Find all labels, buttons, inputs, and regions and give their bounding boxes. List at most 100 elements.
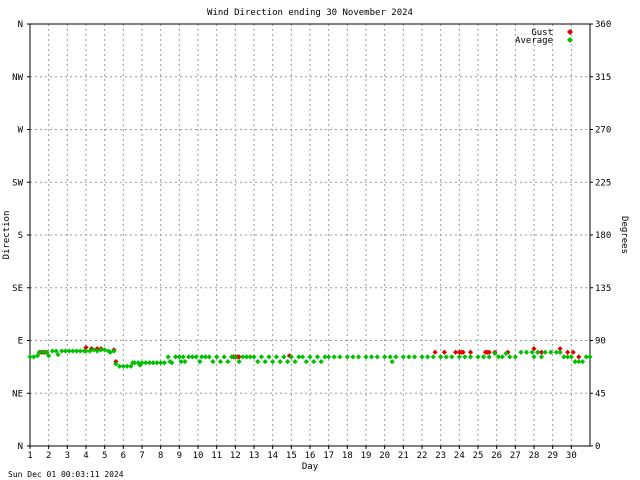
data-point-average xyxy=(59,348,65,354)
x-tick-label: 5 xyxy=(102,451,107,461)
y-left-tick-label: S xyxy=(18,231,23,241)
data-point-average xyxy=(350,354,356,360)
x-tick-label: 28 xyxy=(529,451,540,461)
data-point-average xyxy=(579,359,586,365)
data-point-average xyxy=(111,348,117,354)
data-point-average xyxy=(262,359,268,365)
data-point-average xyxy=(154,360,160,366)
data-point-average xyxy=(255,359,261,365)
legend-gust-marker xyxy=(567,29,573,35)
data-point-average xyxy=(523,349,530,355)
data-point-average xyxy=(400,354,406,360)
data-point-average xyxy=(36,349,42,355)
y-right-tick-label: 180 xyxy=(595,231,611,241)
data-point-average xyxy=(236,359,242,365)
data-point-average xyxy=(449,354,455,360)
x-tick-label: 6 xyxy=(121,451,126,461)
x-tick-label: 23 xyxy=(435,451,446,461)
data-point-average xyxy=(53,348,59,354)
data-point-average xyxy=(98,347,104,353)
x-tick-label: 9 xyxy=(177,451,182,461)
data-point-gust xyxy=(460,349,466,355)
x-tick-label: 10 xyxy=(193,451,204,461)
data-point-average xyxy=(507,354,513,360)
data-point-average xyxy=(277,359,283,365)
data-point-average xyxy=(180,354,186,360)
data-point-average xyxy=(572,359,578,365)
data-point-average xyxy=(393,354,399,360)
data-point-average xyxy=(62,348,69,354)
y-axis-left-ticks: N NE E SE S SW W NW N xyxy=(12,20,30,452)
data-point-gust xyxy=(432,349,438,355)
x-tick-label: 21 xyxy=(398,451,409,461)
y-right-tick-label: 0 xyxy=(595,442,600,452)
data-point-average xyxy=(199,354,205,360)
data-point-average xyxy=(382,354,388,360)
data-point-average xyxy=(120,363,126,369)
data-point-average xyxy=(495,354,502,360)
data-point-average xyxy=(456,354,462,360)
data-point-average xyxy=(206,354,212,360)
data-point-average xyxy=(318,359,324,365)
x-tick-label: 2 xyxy=(46,451,51,461)
x-tick-label: 4 xyxy=(83,451,88,461)
x-tick-label: 27 xyxy=(510,451,521,461)
data-point-average xyxy=(337,354,343,360)
data-point-average xyxy=(481,354,487,360)
y-axis-right-ticks: 0 45 90 135 180 225 270 315 360 xyxy=(590,20,611,452)
data-point-gust xyxy=(236,354,242,360)
data-point-average xyxy=(40,349,46,355)
x-tick-label: 18 xyxy=(342,451,353,461)
data-point-average xyxy=(55,351,61,358)
data-point-average xyxy=(178,359,184,365)
data-point-average xyxy=(311,359,317,365)
y-left-tick-label: W xyxy=(18,126,24,136)
data-point-average xyxy=(406,354,412,360)
data-point-average xyxy=(576,359,582,365)
data-point-average xyxy=(587,354,593,360)
data-point-average xyxy=(557,349,563,355)
data-point-average xyxy=(146,360,153,366)
x-tick-label: 13 xyxy=(249,451,260,461)
data-point-gust xyxy=(531,346,537,352)
data-point-average xyxy=(389,359,395,365)
data-point-average xyxy=(31,354,37,360)
data-point-average xyxy=(210,359,216,365)
data-point-average xyxy=(124,363,130,369)
y-left-tick-label: N xyxy=(18,20,23,30)
data-point-average xyxy=(561,354,567,360)
data-point-average xyxy=(158,360,164,366)
data-point-average xyxy=(117,363,123,369)
footer-timestamp: Sun Dec 01 00:03:11 2024 xyxy=(8,470,124,479)
data-point-average xyxy=(74,348,80,354)
data-point-average xyxy=(281,354,287,360)
data-point-average xyxy=(217,359,223,365)
data-point-average xyxy=(169,360,175,366)
y-right-tick-label: 315 xyxy=(595,73,611,83)
data-point-average xyxy=(102,347,108,353)
data-point-gust xyxy=(565,349,571,355)
data-point-average xyxy=(512,354,518,360)
data-point-average xyxy=(167,359,173,365)
data-point-gust xyxy=(453,349,459,355)
data-point-average xyxy=(113,361,119,367)
data-point-average xyxy=(83,348,89,354)
data-point-average xyxy=(70,348,76,354)
data-point-average xyxy=(193,354,199,360)
data-point-average xyxy=(565,354,571,360)
x-tick-label: 19 xyxy=(361,451,372,461)
data-point-average xyxy=(165,354,171,360)
x-tick-label: 15 xyxy=(286,451,297,461)
data-point-average xyxy=(538,354,545,360)
data-point-average xyxy=(299,354,306,360)
data-point-average xyxy=(307,354,313,360)
data-point-average xyxy=(438,354,444,360)
data-point-average xyxy=(425,354,431,360)
data-point-average xyxy=(292,359,298,365)
data-point-average xyxy=(542,349,548,355)
data-point-gust xyxy=(570,349,576,355)
data-point-gust xyxy=(557,346,563,352)
data-point-average xyxy=(270,359,276,365)
y-right-tick-label: 225 xyxy=(595,178,611,188)
